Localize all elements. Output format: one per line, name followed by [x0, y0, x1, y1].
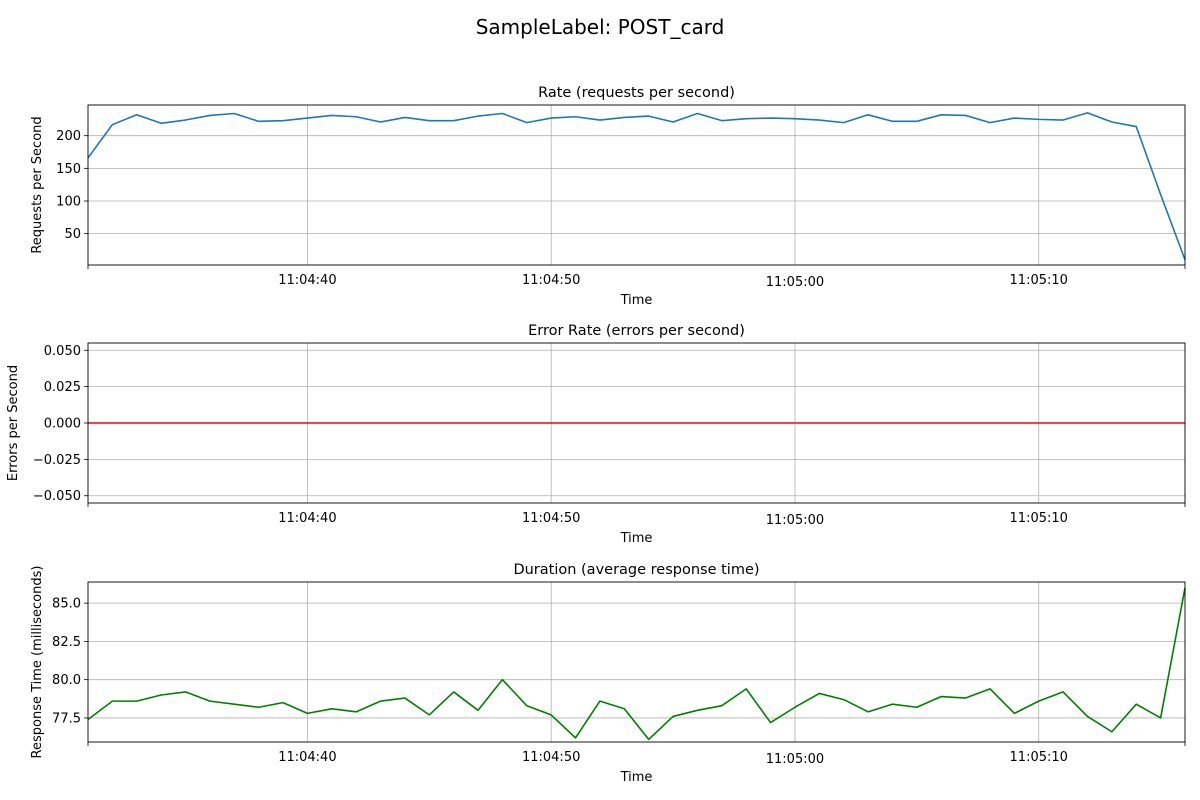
x-tick-label: 11:05:00	[766, 752, 824, 767]
x-tick-label: 11:04:50	[522, 511, 580, 526]
panel-title: Duration (average response time)	[513, 562, 759, 578]
y-tick-label: 150	[56, 162, 81, 177]
x-tick-label: 11:05:10	[1010, 750, 1068, 765]
y-tick-label: −0.025	[33, 453, 81, 468]
subplot-2: −0.050 −0.025 0.000 0.025 0.050 11:04:40 11:04…	[6, 323, 1186, 546]
y-tick-label: 50	[64, 227, 81, 242]
y-tick-label: 0.025	[44, 380, 81, 395]
y-tick-label: 200	[56, 129, 81, 144]
subplot-3: 77.5 80.0 82.5 85.0 11:04:40 11:04:50 11:05:00…	[30, 562, 1186, 785]
y-axis-label: Errors per Second	[6, 365, 21, 481]
x-tick-label: 11:04:50	[522, 273, 580, 288]
x-tick-label: 11:05:10	[1010, 511, 1068, 526]
y-tick-label: 82.5	[52, 635, 81, 650]
axes-frame	[87, 104, 1186, 266]
axes-frame	[87, 581, 1186, 743]
subplot-1: 50 100 150 200 11:04:40 11:04:50 11:05:00 11:05…	[30, 85, 1186, 308]
y-tick-label: 100	[56, 195, 81, 210]
x-tick-label: 11:05:10	[1010, 273, 1068, 288]
y-axis-label: Response Time (milliseconds)	[30, 566, 45, 759]
x-tick-label: 11:04:40	[278, 273, 336, 288]
y-tick-label: 80.0	[52, 673, 81, 688]
x-tick-label: 11:04:40	[278, 511, 336, 526]
series-line	[87, 587, 1186, 741]
y-tick-label: 77.5	[52, 711, 81, 726]
figure-suptitle: SampleLabel: POST_card	[476, 15, 725, 39]
series-line	[87, 112, 1186, 261]
panel-title: Rate (requests per second)	[538, 85, 735, 101]
y-tick-label: −0.050	[33, 489, 81, 504]
y-tick-label: 0.050	[44, 344, 81, 359]
x-axis-label: Time	[620, 531, 653, 546]
x-axis-label: Time	[620, 770, 653, 785]
x-tick-label: 11:04:40	[278, 750, 336, 765]
x-tick-label: 11:05:00	[766, 513, 824, 528]
x-tick-label: 11:05:00	[766, 275, 824, 290]
x-axis-label: Time	[620, 293, 653, 308]
y-axis-label: Requests per Second	[30, 116, 45, 253]
x-tick-label: 11:04:50	[522, 750, 580, 765]
y-tick-label: 85.0	[52, 597, 81, 612]
subplot-panels: 50 100 150 200 11:04:40 11:04:50 11:05:00 11:05…	[6, 85, 1186, 785]
panel-title: Error Rate (errors per second)	[528, 323, 745, 339]
y-tick-label: 0.000	[44, 417, 81, 432]
